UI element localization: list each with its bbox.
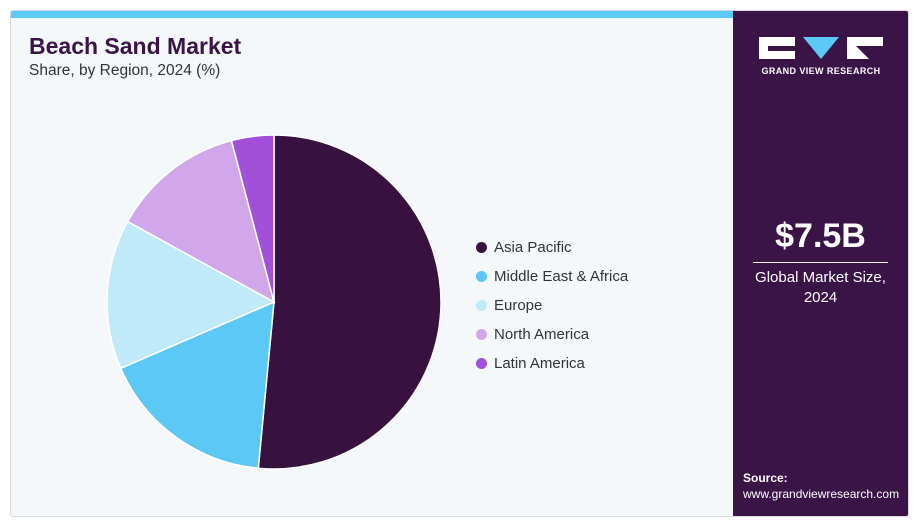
pie-slice-europe: [106, 220, 276, 370]
accent-bar: [11, 11, 733, 18]
logo-mark-icon: [759, 37, 883, 59]
legend-swatch: [476, 271, 487, 282]
market-size-label: Global Market Size, 2024: [755, 269, 886, 306]
divider: [753, 262, 888, 263]
legend-swatch: [476, 329, 487, 340]
side-panel: GRAND VIEW RESEARCH $7.5B Global Market …: [733, 11, 908, 516]
legend-swatch: [476, 242, 487, 253]
legend-label: North America: [494, 326, 590, 343]
chart-card: Beach Sand Market Share, by Region, 2024…: [10, 10, 909, 517]
legend-label: Middle East & Africa: [494, 268, 629, 285]
pie-slice-middle-east-africa: [119, 300, 275, 470]
market-size-value: $7.5B: [775, 217, 866, 255]
source-label: Source:: [743, 471, 788, 485]
pie-chart: [106, 134, 442, 470]
chart-subtitle: Share, by Region, 2024 (%): [29, 62, 221, 79]
legend-item: North America: [476, 320, 628, 349]
pie-slice-latin-america: [230, 134, 275, 303]
legend-swatch: [476, 358, 487, 369]
brand-name: GRAND VIEW RESEARCH: [761, 66, 881, 76]
legend-item: Europe: [476, 291, 628, 320]
legend-label: Asia Pacific: [494, 239, 572, 256]
legend-swatch: [476, 300, 487, 311]
pie-slice-asia-pacific: [257, 134, 442, 470]
source-url: www.grandviewresearch.com: [743, 487, 900, 501]
legend-item: Latin America: [476, 349, 628, 378]
legend-item: Middle East & Africa: [476, 262, 628, 291]
chart-legend: Asia Pacific Middle East & Africa Europe No…: [476, 233, 628, 378]
legend-label: Latin America: [494, 355, 585, 372]
legend-label: Europe: [494, 297, 543, 314]
brand-logo: GRAND VIEW RESEARCH: [759, 37, 883, 76]
chart-title: Beach Sand Market: [29, 33, 242, 59]
pie-slice-north-america: [126, 139, 276, 304]
legend-item: Asia Pacific: [476, 233, 628, 262]
